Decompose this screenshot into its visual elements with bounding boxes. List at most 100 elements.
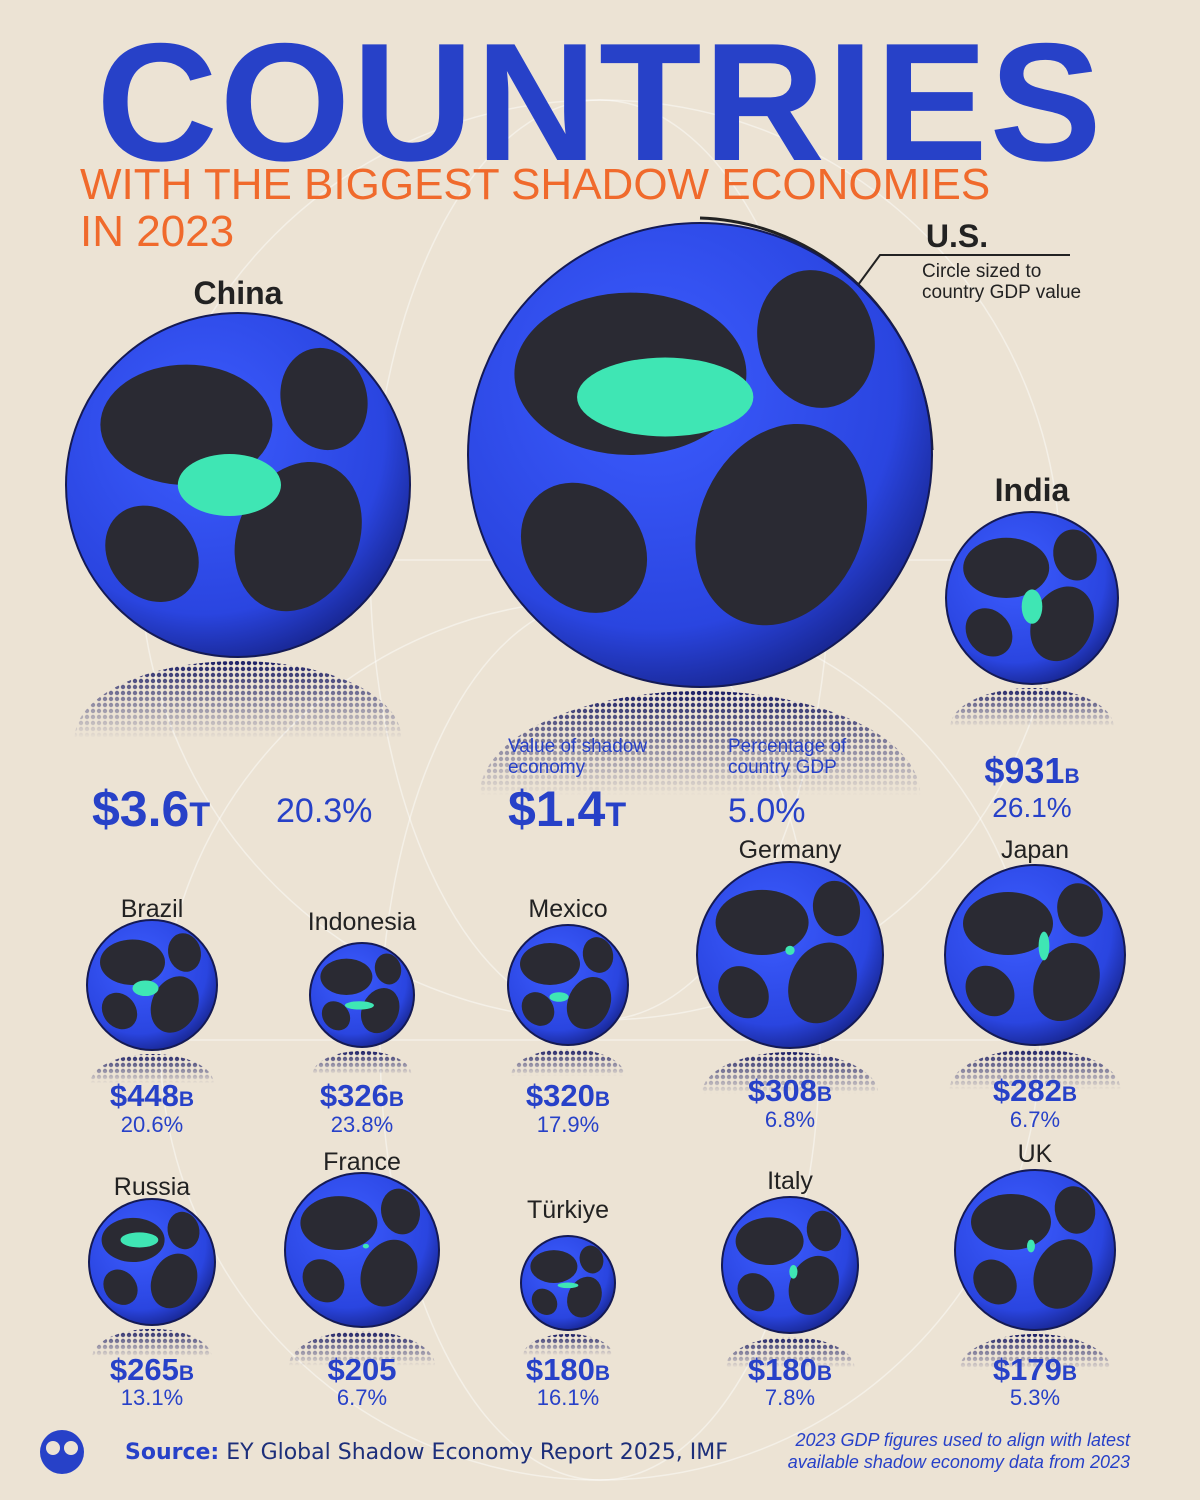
reflection	[511, 1049, 625, 1076]
land-mass	[1033, 1239, 1093, 1309]
highlight-country	[120, 1232, 159, 1248]
reflection	[959, 1334, 1111, 1370]
reflection	[701, 1052, 879, 1094]
highlight-country	[1027, 1239, 1035, 1253]
country-name: Japan	[1000, 836, 1070, 864]
value: $308	[747, 1073, 817, 1108]
callout-line	[857, 254, 1070, 286]
land-mass	[101, 992, 138, 1030]
logo	[40, 1430, 84, 1474]
gdp-percent: 6.7%	[336, 1385, 388, 1410]
reflection	[479, 691, 921, 796]
globe-edge	[65, 312, 411, 658]
highlight-country	[577, 357, 754, 437]
country-name: India	[994, 472, 1070, 508]
globe-edge	[721, 1196, 859, 1334]
land-mass	[582, 937, 614, 973]
globe	[721, 1196, 859, 1334]
land-mass	[973, 1259, 1017, 1305]
land-mass	[757, 270, 875, 408]
globe	[284, 1172, 440, 1328]
unit: B	[816, 1362, 833, 1385]
unit: B	[1064, 765, 1080, 788]
globe-edge	[954, 1169, 1116, 1331]
gdp-percent: 6.7%	[1009, 1107, 1061, 1132]
country-name: Brazil	[120, 895, 184, 923]
gdp-percent: 20.6%	[120, 1112, 184, 1137]
land-mass	[380, 1188, 421, 1235]
land	[100, 933, 201, 1033]
land	[101, 1211, 200, 1309]
globe-edge	[88, 1198, 216, 1326]
land-mass	[1053, 529, 1097, 581]
country-name: Mexico	[528, 895, 608, 923]
value: $3.6	[92, 781, 190, 837]
country-name: Indonesia	[307, 908, 417, 936]
reflection	[523, 1334, 613, 1356]
land-mass	[737, 1273, 775, 1312]
gdp-percent: 5.3%	[1009, 1385, 1061, 1410]
land-mass	[963, 892, 1053, 955]
land-mass	[963, 537, 1050, 599]
shadow-value: $265B	[110, 1352, 194, 1388]
globe	[88, 1198, 216, 1326]
highlight-country	[344, 1001, 374, 1010]
shadow-value: $179B	[993, 1352, 1077, 1388]
land-mass	[360, 1239, 418, 1307]
value: $205	[327, 1352, 397, 1387]
country-name: France	[323, 1148, 401, 1176]
unit: B	[178, 1362, 195, 1385]
unit: B	[178, 1088, 195, 1111]
land	[520, 937, 614, 1030]
shadow-value: $205	[328, 1352, 397, 1388]
land-mass	[320, 958, 373, 995]
country-name: UK	[1017, 1140, 1053, 1168]
land	[963, 529, 1097, 662]
unit: B	[1061, 1362, 1078, 1385]
land-mass	[360, 988, 400, 1034]
gdp-percent: 16.1%	[536, 1385, 600, 1410]
reflection	[950, 688, 1114, 727]
globe-edge	[696, 861, 884, 1049]
value: $1.4	[508, 781, 606, 837]
gdp-percent: 17.9%	[536, 1112, 600, 1137]
land-mass	[715, 889, 809, 955]
value: $282	[992, 1073, 1062, 1108]
value: $180	[747, 1352, 817, 1387]
land-mass	[1033, 942, 1100, 1022]
unit: B	[594, 1362, 611, 1385]
unit: B	[816, 1083, 833, 1106]
land-mass	[1030, 586, 1094, 662]
land-mass	[302, 1259, 345, 1303]
land	[514, 270, 875, 626]
land-mass	[103, 1269, 138, 1305]
land	[320, 953, 402, 1034]
subtitle: WITH THE BIGGEST SHADOW ECONOMIES	[80, 160, 991, 209]
value: $320	[525, 1078, 595, 1113]
land-mass	[167, 1211, 200, 1250]
land-mass	[530, 1250, 578, 1284]
globe	[520, 1235, 616, 1331]
shadow-value: $1.4T	[508, 780, 626, 838]
shadow-value: $326B	[320, 1078, 404, 1114]
globe-edge	[467, 222, 933, 688]
gdp-percent: 5.0%	[728, 792, 806, 830]
globe	[467, 222, 933, 688]
gdp-percent: 7.8%	[764, 1385, 816, 1410]
land-mass	[280, 347, 368, 451]
highlight-country	[362, 1243, 369, 1249]
unit: T	[189, 796, 211, 834]
land	[963, 883, 1103, 1022]
footnote: 2023 GDP figures used to align with late…	[787, 1430, 1130, 1472]
shadow-value: $308B	[748, 1073, 832, 1109]
value: $326	[319, 1078, 389, 1113]
gdp-percent: 26.1%	[992, 792, 1072, 823]
country-name: Germany	[738, 836, 842, 864]
globe	[696, 861, 884, 1049]
shadow-value: $3.6T	[92, 780, 210, 838]
value: $448	[109, 1078, 179, 1113]
unit: B	[1061, 1083, 1078, 1106]
shadow-value: $180B	[526, 1352, 610, 1388]
